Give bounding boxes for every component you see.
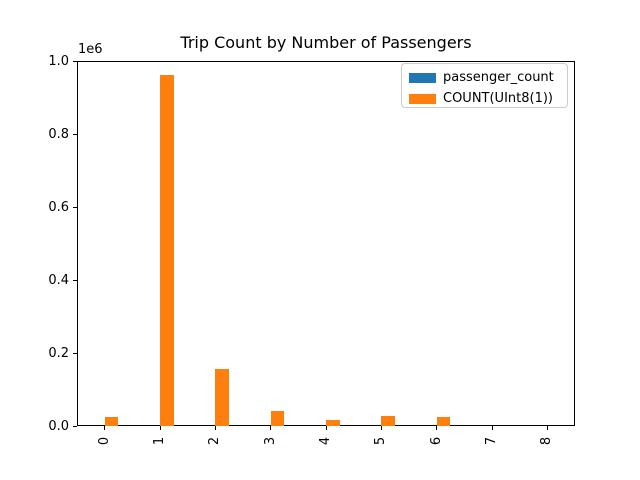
legend-swatch-orange: [409, 93, 436, 104]
x-tick-mark: [270, 426, 272, 430]
x-tick-mark: [436, 426, 438, 430]
x-tick-mark: [214, 426, 216, 430]
plot-area: [77, 61, 575, 426]
x-tick-label: 5: [373, 436, 389, 446]
legend-label: COUNT(UInt8(1)): [443, 91, 554, 106]
x-tick-mark: [546, 426, 548, 430]
legend: passenger_count COUNT(UInt8(1)): [401, 63, 568, 108]
x-tick-mark: [380, 426, 382, 430]
chart-title: Trip Count by Number of Passengers: [180, 33, 472, 52]
x-tick-label: 2: [207, 436, 223, 446]
legend-item-passenger-count: passenger_count: [409, 69, 559, 86]
legend-label: passenger_count: [443, 70, 554, 85]
y-tick-label: 0.8: [48, 126, 69, 142]
legend-item-count: COUNT(UInt8(1)): [409, 90, 559, 107]
y-tick-label: 0.0: [48, 418, 69, 434]
x-tick-label: 4: [318, 436, 333, 446]
y-tick-label: 1.0: [48, 53, 69, 69]
legend-swatch-blue: [409, 72, 436, 83]
x-tick-mark: [491, 426, 493, 430]
y-axis-offset-label: 1e6: [78, 42, 103, 57]
y-tick-label: 0.2: [48, 345, 69, 361]
x-tick-label: 7: [484, 436, 499, 446]
x-tick-label: 6: [428, 436, 444, 446]
y-tick-label: 0.4: [48, 272, 69, 288]
x-tick-mark: [104, 426, 106, 430]
x-tick-label: 0: [96, 436, 112, 446]
x-tick-label: 8: [539, 436, 555, 446]
x-tick-label: 3: [262, 436, 278, 446]
x-tick-label: 1: [152, 436, 167, 446]
y-tick-label: 0.6: [48, 199, 69, 215]
x-tick-mark: [325, 426, 327, 430]
x-tick-mark: [159, 426, 161, 430]
